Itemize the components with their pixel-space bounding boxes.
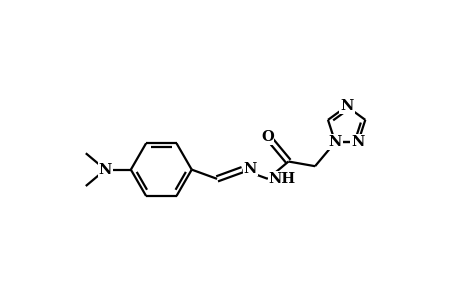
Text: N: N — [328, 135, 341, 149]
Text: N: N — [351, 135, 364, 149]
Text: O: O — [260, 130, 273, 144]
Text: N: N — [98, 163, 112, 177]
Text: NH: NH — [268, 172, 295, 186]
Text: N: N — [339, 99, 353, 113]
Text: N: N — [243, 162, 256, 176]
